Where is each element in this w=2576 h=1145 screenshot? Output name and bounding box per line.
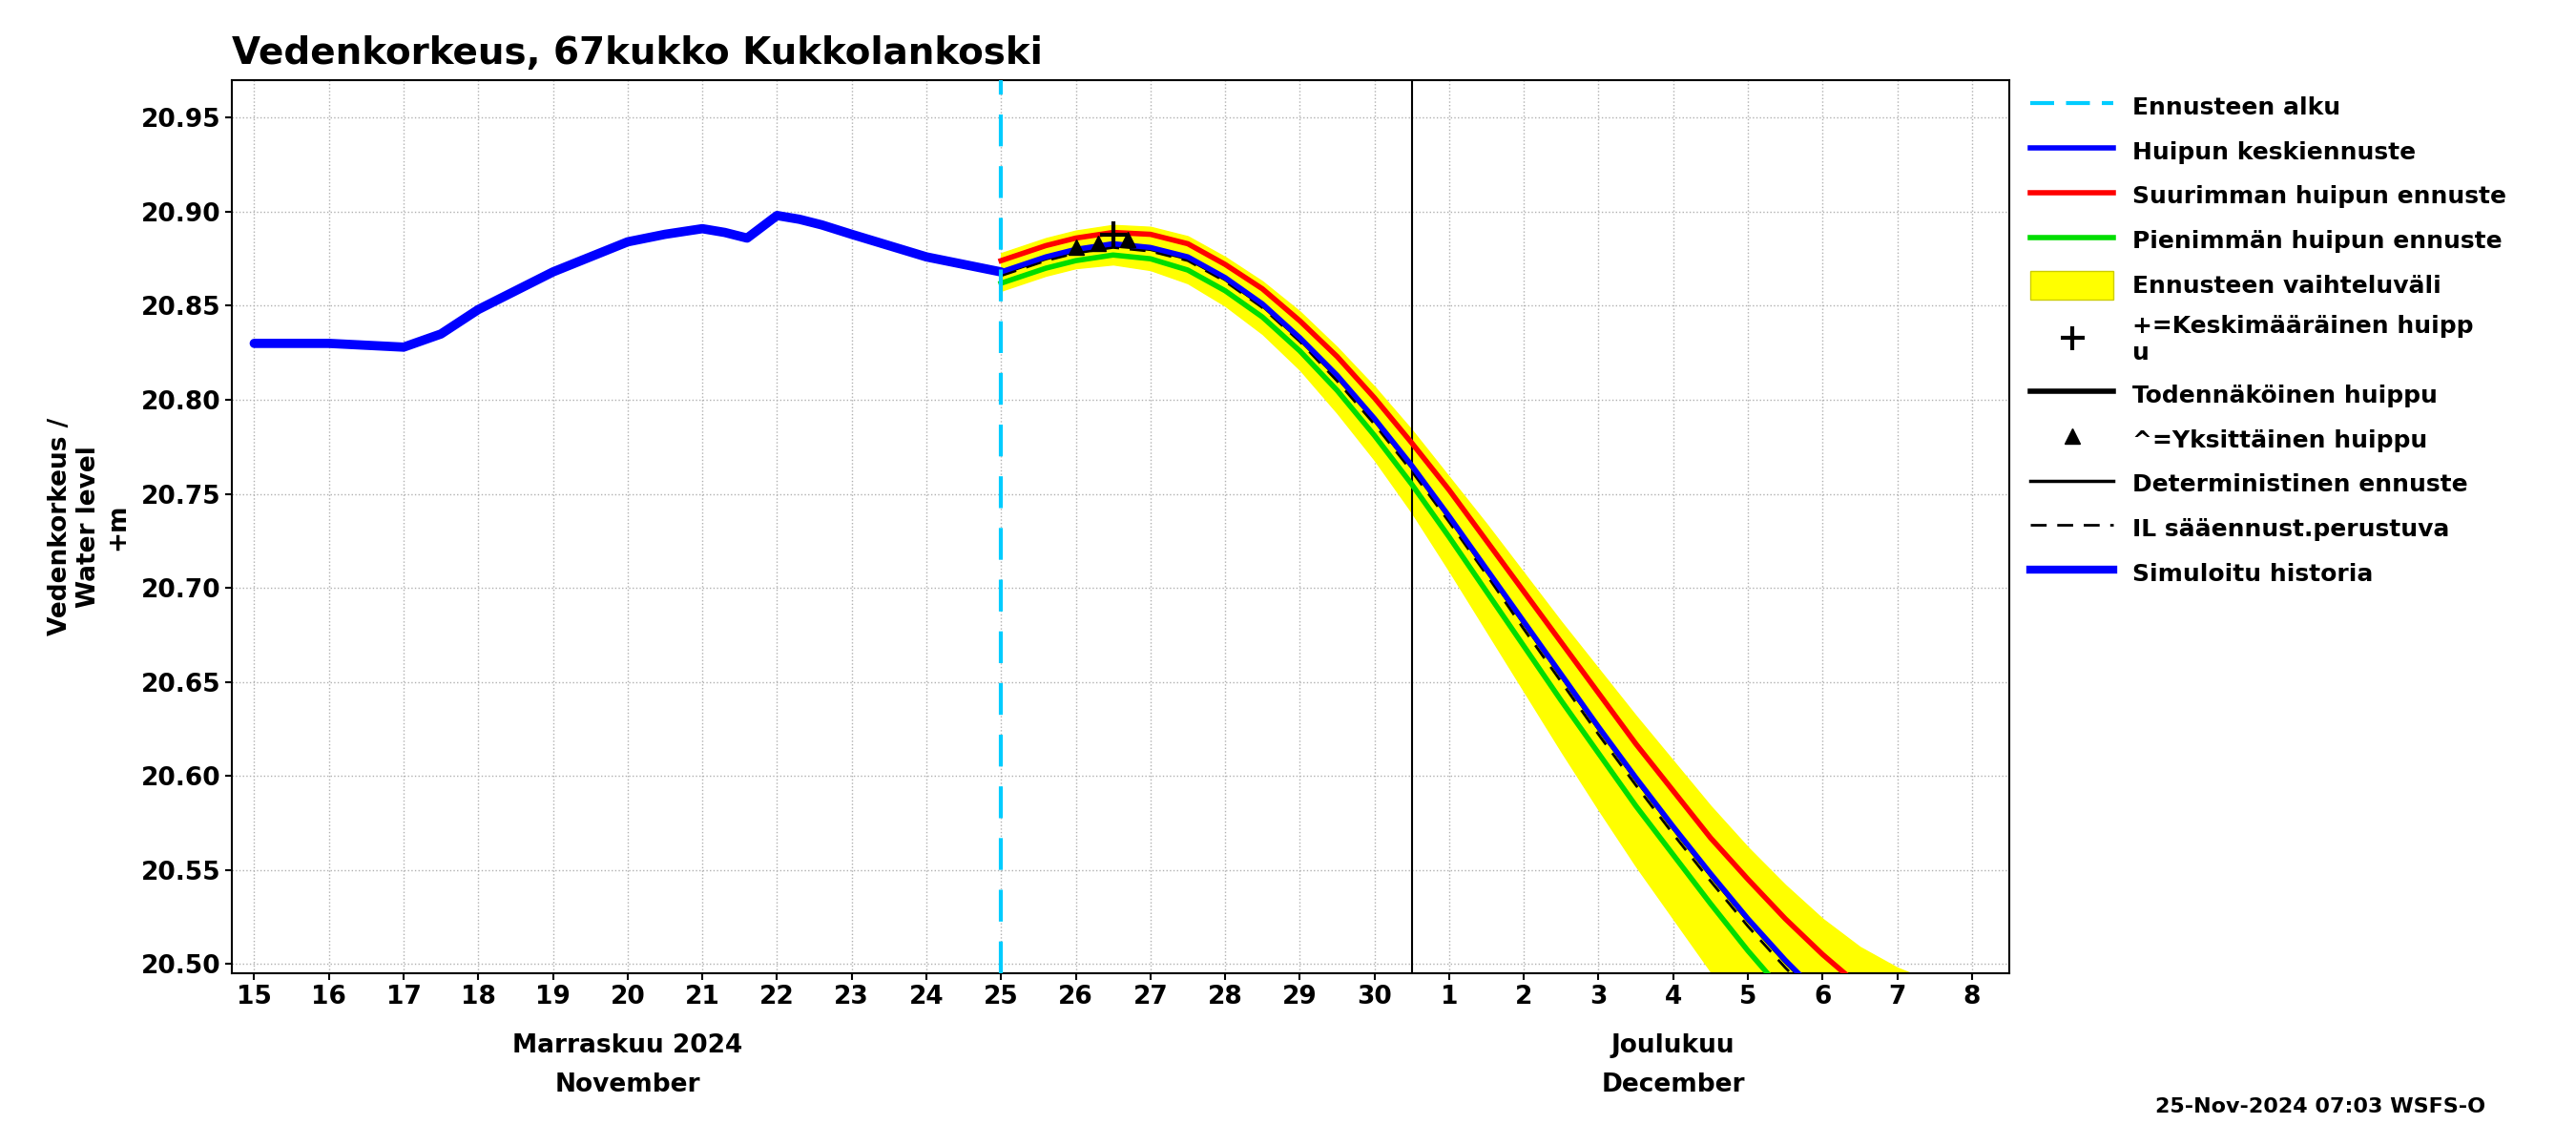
Text: Marraskuu 2024: Marraskuu 2024 [513,1034,742,1058]
Legend: Ennusteen alku, Huipun keskiennuste, Suurimman huipun ennuste, Pienimmän huipun : Ennusteen alku, Huipun keskiennuste, Suu… [2017,80,2519,600]
Text: December: December [1602,1073,1744,1098]
Text: November: November [554,1073,701,1098]
Y-axis label: Vedenkorkeus /
Water level
+m: Vedenkorkeus / Water level +m [49,418,131,635]
Text: Joulukuu: Joulukuu [1613,1034,1736,1058]
Text: Vedenkorkeus, 67kukko Kukkolankoski: Vedenkorkeus, 67kukko Kukkolankoski [232,35,1043,72]
Text: 25-Nov-2024 07:03 WSFS-O: 25-Nov-2024 07:03 WSFS-O [2156,1097,2486,1116]
